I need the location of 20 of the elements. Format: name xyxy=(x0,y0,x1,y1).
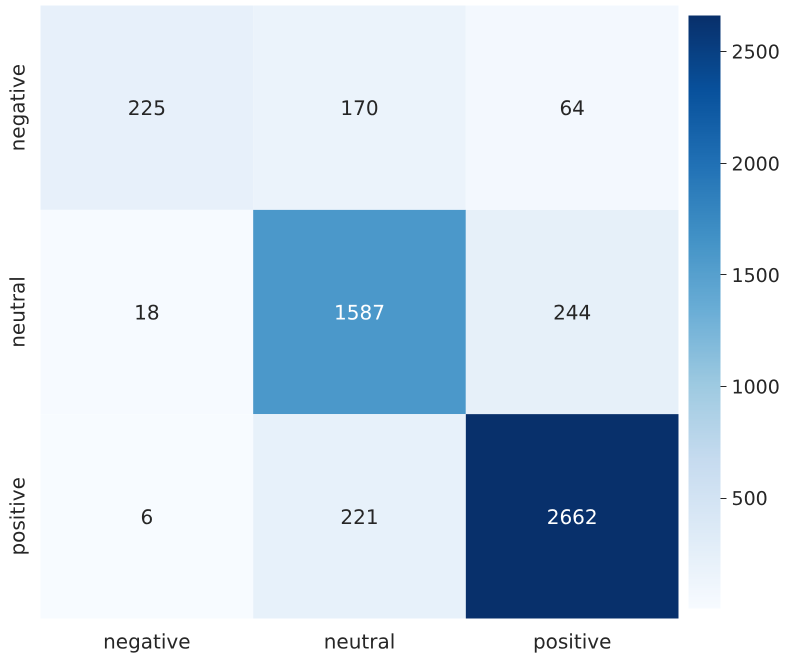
y-tick-label: neutral xyxy=(6,276,30,348)
data-label: 1587 xyxy=(334,300,385,324)
data-label: 244 xyxy=(553,300,592,324)
color-bar-label: 2000 xyxy=(732,153,780,176)
color-bar-label: 1500 xyxy=(732,264,780,287)
color-bar-label: 500 xyxy=(732,488,768,510)
data-label: 170 xyxy=(340,96,379,120)
data-label: 64 xyxy=(559,96,585,120)
data-label: 2662 xyxy=(546,504,598,529)
color-bar-label: 2500 xyxy=(732,42,780,64)
data-label: 221 xyxy=(340,504,379,529)
data-label: 18 xyxy=(134,300,160,324)
x-tick-label: neutral xyxy=(324,630,396,654)
color-bar-label: 1000 xyxy=(732,376,780,399)
y-tick-label: negative xyxy=(6,64,30,152)
data-label: 225 xyxy=(128,96,166,120)
y-tick-label: positive xyxy=(6,477,30,556)
data-label: 6 xyxy=(140,504,154,529)
x-tick-label: negative xyxy=(103,630,191,654)
x-tick-label: positive xyxy=(532,630,612,654)
